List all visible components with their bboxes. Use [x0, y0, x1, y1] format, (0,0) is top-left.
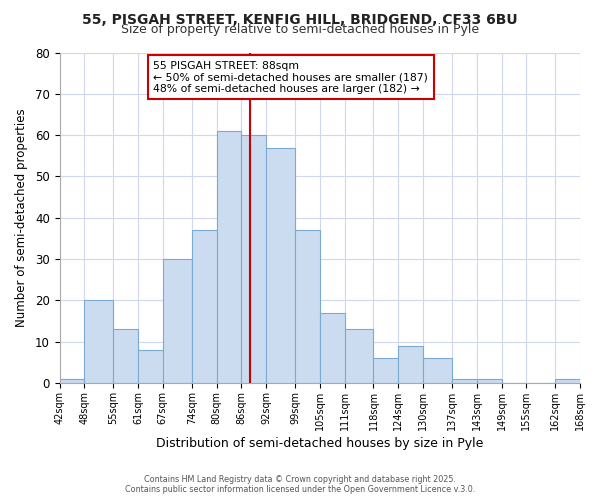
Bar — [266, 148, 295, 383]
Bar — [113, 330, 138, 383]
Bar — [217, 131, 241, 383]
Bar — [241, 135, 266, 383]
Bar — [192, 230, 217, 383]
Bar — [423, 358, 452, 383]
Bar — [398, 346, 423, 383]
Bar — [452, 379, 477, 383]
Text: 55 PISGAH STREET: 88sqm
← 50% of semi-detached houses are smaller (187)
48% of s: 55 PISGAH STREET: 88sqm ← 50% of semi-de… — [153, 61, 428, 94]
Bar — [85, 300, 113, 383]
Bar — [555, 379, 580, 383]
Y-axis label: Number of semi-detached properties: Number of semi-detached properties — [15, 108, 28, 327]
Bar — [138, 350, 163, 383]
Bar — [373, 358, 398, 383]
Bar — [163, 259, 192, 383]
Text: 55, PISGAH STREET, KENFIG HILL, BRIDGEND, CF33 6BU: 55, PISGAH STREET, KENFIG HILL, BRIDGEND… — [82, 12, 518, 26]
X-axis label: Distribution of semi-detached houses by size in Pyle: Distribution of semi-detached houses by … — [156, 437, 484, 450]
Bar — [477, 379, 502, 383]
Bar — [295, 230, 320, 383]
Text: Size of property relative to semi-detached houses in Pyle: Size of property relative to semi-detach… — [121, 22, 479, 36]
Bar — [320, 313, 344, 383]
Bar — [344, 330, 373, 383]
Text: Contains HM Land Registry data © Crown copyright and database right 2025.
Contai: Contains HM Land Registry data © Crown c… — [125, 474, 475, 494]
Bar — [59, 379, 85, 383]
